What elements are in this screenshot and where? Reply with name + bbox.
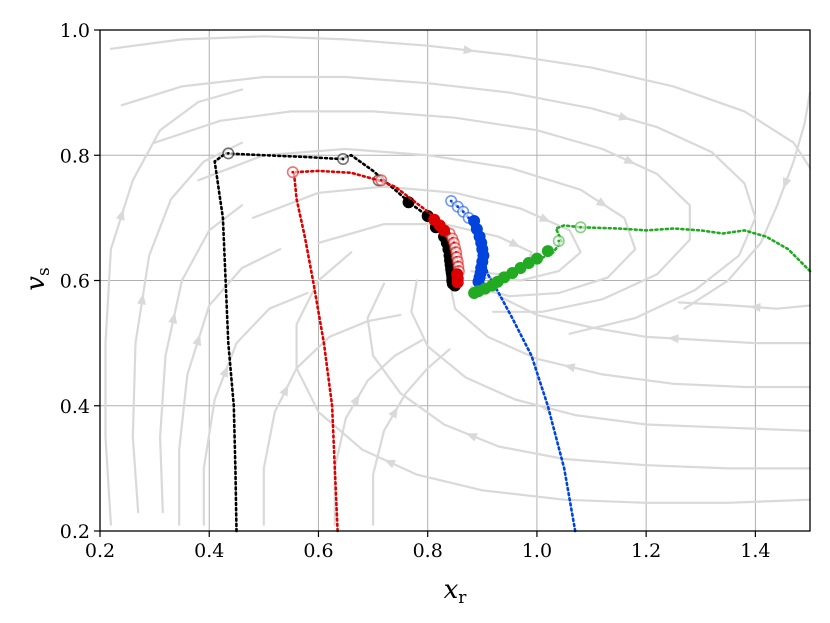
x-axis-label-main: x (444, 575, 459, 605)
y-axis-label-subscript: s (34, 267, 54, 276)
trajectory-3-open-marker-dot-1 (557, 239, 561, 243)
streamline-arrow-8 (168, 312, 178, 324)
y-tick-label-4: 1.0 (60, 20, 90, 42)
y-axis-label: vs (21, 267, 54, 290)
y-tick-label-1: 0.4 (60, 396, 90, 418)
y-axis-label-main: v (21, 276, 51, 291)
streamline-arrow-0 (463, 45, 475, 55)
tick-layer: 0.2 0.4 0.6 0.8 1.0 1.2 1.4 0.2 0.4 0.6 0.8 1.0 (60, 20, 771, 562)
x-axis-label-subscript: r (458, 588, 467, 608)
streamline-arrow-17 (563, 363, 576, 373)
streamline-arrow-18 (667, 334, 679, 344)
streamline-arrow-7 (137, 293, 146, 305)
streamline-arrow-1 (618, 111, 631, 121)
streamlines-layer (104, 35, 812, 526)
streamline-arrow-3 (595, 197, 608, 208)
streamline-16 (410, 279, 812, 432)
streamline-arrow-12 (350, 394, 360, 407)
trajectory-3-marker-10 (468, 287, 481, 300)
streamline-1 (120, 75, 757, 335)
y-tick-label-3: 0.8 (60, 145, 90, 167)
streamline-arrow-10 (219, 365, 228, 378)
x-tick-label-0: 0.2 (85, 540, 115, 562)
streamline-arrow-15 (465, 433, 478, 442)
trajectory-0-open-marker-dot-1 (341, 157, 345, 161)
streamline-arrow-20 (782, 177, 792, 190)
streamline-20 (683, 91, 812, 310)
trajectory-2-open-marker-dot-1 (456, 205, 460, 209)
trajectories-layer (213, 147, 812, 533)
x-tick-label-2: 0.6 (303, 540, 333, 562)
streamline-arrow-13 (388, 406, 398, 419)
trajectory-3-open-marker-dot-0 (579, 225, 583, 229)
streamline-arrow-14 (384, 459, 396, 469)
streamline-arrow-19 (749, 302, 761, 312)
streamline-7 (131, 141, 244, 514)
y-tick-label-0: 0.2 (60, 521, 90, 543)
streamline-arrow-9 (192, 334, 202, 347)
x-tick-label-4: 1.0 (522, 540, 552, 562)
trajectory-3-marker-0 (541, 245, 554, 258)
streamline-arrow-11 (279, 384, 289, 397)
trajectory-1-marker-2 (438, 224, 451, 237)
streamline-arrow-4 (538, 213, 551, 222)
streamline-arrow-2 (623, 155, 636, 164)
streamline-0 (109, 35, 812, 169)
x-axis-label: xr (444, 575, 468, 608)
trajectory-1-marker-5 (451, 276, 464, 289)
trajectory-2-open-marker-dot-0 (449, 199, 453, 203)
trajectory-2-open-marker-dot-2 (461, 210, 465, 214)
streamline-arrow-5 (508, 238, 521, 248)
trajectory-1-open-marker-dot-1 (379, 178, 383, 182)
x-tick-label-1: 0.4 (194, 540, 224, 562)
x-tick-label-3: 0.8 (413, 540, 443, 562)
streamline-18 (497, 295, 812, 345)
x-tick-label-6: 1.4 (740, 540, 770, 562)
streamline-arrow-6 (115, 208, 125, 221)
x-tick-label-5: 1.2 (631, 540, 661, 562)
trajectory-1-open-marker-dot-0 (291, 170, 295, 174)
y-tick-label-2: 0.6 (60, 271, 90, 293)
trajectory-0-open-marker-dot-0 (226, 151, 230, 155)
